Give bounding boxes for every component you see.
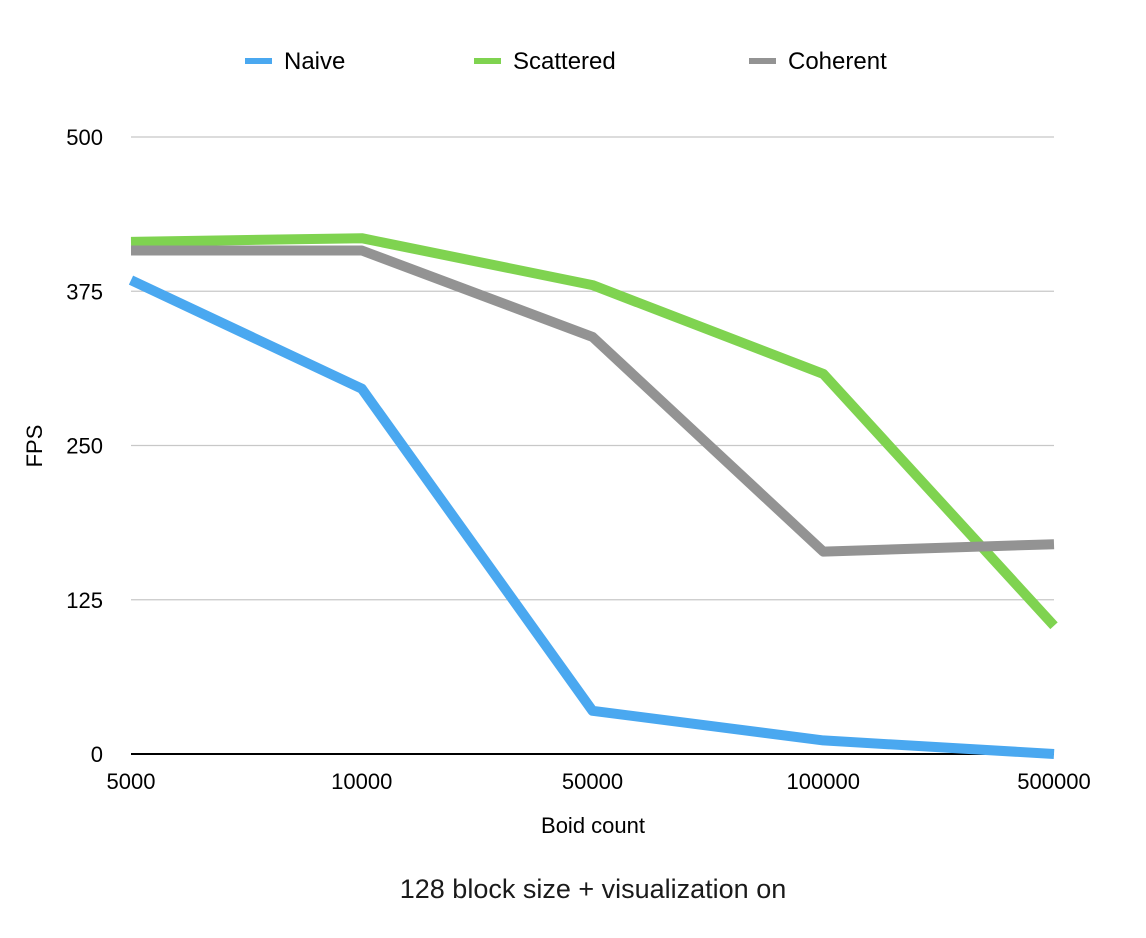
y-axis-ticks: 0 125 250 375 500 [66,125,103,767]
x-tick-label: 10000 [331,769,392,794]
legend-label-naive: Naive [284,48,345,75]
x-tick-label: 100000 [787,769,860,794]
y-tick-label: 500 [66,125,103,150]
x-axis-title: Boid count [541,813,645,838]
y-tick-label: 0 [91,742,103,767]
series-line-naive [128,275,1055,759]
legend: Naive Scattered Coherent [245,48,887,75]
gridlines [131,136,1054,755]
chart-caption: 128 block size + visualization on [400,874,786,904]
x-axis-ticks: 5000 10000 50000 100000 500000 [107,769,1091,794]
x-tick-label: 500000 [1017,769,1090,794]
x-tick-label: 50000 [562,769,623,794]
x-tick-label: 5000 [107,769,156,794]
y-tick-label: 375 [66,279,103,304]
y-axis-title: FPS [22,425,47,468]
series-lines [128,233,1058,759]
y-tick-label: 250 [66,434,103,459]
legend-label-scattered: Scattered [513,48,616,75]
y-tick-label: 125 [66,588,103,613]
legend-label-coherent: Coherent [788,48,887,75]
series-line-coherent [131,245,1055,557]
series-line-scattered [130,233,1058,630]
